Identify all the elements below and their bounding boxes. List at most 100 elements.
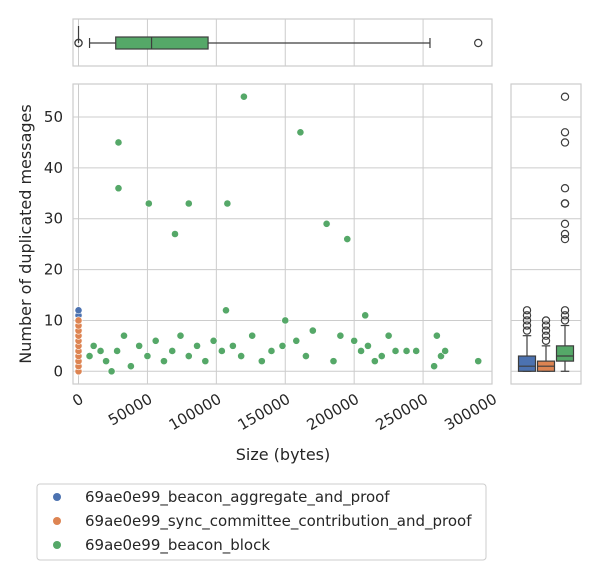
x-tick-label: 50000: [105, 390, 155, 429]
scatter-point: [223, 199, 232, 208]
scatter-point: [322, 219, 331, 228]
scatter-point: [96, 347, 105, 355]
count-outlier: [560, 184, 570, 193]
y-tick-label: 20: [44, 261, 63, 279]
x-tick-label: 0: [69, 390, 86, 410]
scatter-point: [160, 357, 168, 366]
size-box: [115, 36, 209, 50]
legend: 69ae0e99_beacon_aggregate_and_proof 69ae0…: [36, 483, 487, 561]
scatter-point: [474, 357, 483, 366]
scatter-point: [222, 306, 230, 315]
count-outlier: [522, 311, 532, 320]
scatter-point: [74, 306, 83, 315]
count-outlier: [560, 316, 570, 325]
scatter-point: [114, 184, 123, 193]
scatter-point: [357, 347, 365, 355]
count-outlier: [560, 128, 570, 137]
scatter-point: [292, 336, 301, 345]
count-outlier: [541, 331, 551, 340]
scatter-point: [329, 357, 338, 366]
scatter-point: [281, 316, 290, 325]
scatter-point: [85, 352, 94, 360]
scatter-point: [441, 347, 450, 355]
scatter-point: [430, 362, 439, 371]
y-tick-label: 50: [44, 108, 63, 126]
legend-marker: [53, 541, 61, 549]
scatter-point: [176, 331, 185, 340]
scatter-point: [432, 331, 441, 340]
scatter-point: [308, 326, 317, 335]
count-outlier: [560, 219, 570, 229]
scatter-point: [107, 367, 116, 376]
scatter-point: [248, 331, 257, 340]
scatter-point: [143, 352, 152, 360]
size-outlier: [474, 38, 483, 48]
top-marginal-panel: [72, 18, 493, 67]
scatter-point: [350, 336, 359, 345]
count-outlier: [560, 306, 570, 315]
legend-label: 69ae0e99_sync_committee_contribution_and…: [85, 512, 472, 531]
count-outlier: [560, 229, 570, 239]
scatter-point: [114, 138, 123, 147]
scatter-point: [336, 331, 345, 340]
legend-marker: [53, 517, 61, 525]
x-tick-label: 300000: [441, 390, 500, 434]
count-outlier: [522, 321, 532, 330]
scatter-point: [343, 235, 352, 243]
count-box: [555, 345, 575, 362]
scatter-point: [184, 352, 193, 360]
legend-marker: [53, 493, 61, 501]
x-tick-label: 250000: [372, 390, 431, 434]
scatter-point: [120, 331, 128, 340]
scatter-point: [201, 357, 210, 366]
count-outlier: [541, 316, 551, 325]
scatter-point: [171, 230, 179, 238]
main-plot-panel: 0 50000 100000 150000 200000 250000 300000 0 10…: [44, 83, 500, 434]
scatter-point: [437, 352, 445, 360]
x-tick-label: 100000: [166, 390, 225, 434]
y-tick-label: 10: [44, 311, 63, 329]
scatter-point: [217, 347, 226, 355]
y-tick-label: 0: [53, 362, 63, 380]
legend-label: 69ae0e99_beacon_block: [85, 536, 270, 555]
scatter-point: [102, 357, 110, 366]
count-outlier: [560, 138, 570, 147]
scatter-point: [402, 347, 411, 355]
count-outlier: [560, 199, 570, 208]
count-outlier: [522, 306, 532, 315]
x-axis-label: Size (bytes): [236, 445, 331, 464]
right-marginal-panel: [510, 83, 582, 385]
scatter-point: [361, 311, 370, 320]
zero-size-outlier: [74, 38, 83, 48]
scatter-point: [144, 199, 153, 208]
scatter-point: [228, 341, 237, 350]
x-tick-label: 150000: [235, 390, 294, 434]
count-outlier: [541, 321, 551, 330]
scatter-point: [296, 128, 305, 137]
scatter-point: [237, 352, 246, 360]
scatter-point: [151, 336, 160, 345]
scatter-point: [113, 347, 122, 355]
scatter-point: [278, 341, 287, 350]
count-outlier: [541, 336, 551, 345]
count-outlier: [522, 316, 532, 325]
scatter-point: [168, 347, 177, 355]
scatter-point: [412, 347, 421, 355]
scatter-point: [364, 341, 372, 350]
scatter-point: [193, 341, 201, 350]
scatter-point: [74, 316, 83, 325]
scatter-point: [391, 347, 400, 355]
scatter-point: [267, 347, 276, 355]
scatter-point: [377, 352, 386, 360]
x-tick-label: 200000: [304, 390, 363, 434]
scatter-point: [384, 331, 393, 340]
scatter-point: [89, 341, 98, 350]
count-box: [517, 355, 537, 372]
count-outlier: [560, 311, 570, 320]
scatter-point: [126, 362, 135, 371]
scatter-point: [135, 341, 144, 350]
scatter-point: [240, 92, 248, 101]
count-outlier: [560, 92, 570, 101]
scatter-point: [209, 336, 218, 345]
